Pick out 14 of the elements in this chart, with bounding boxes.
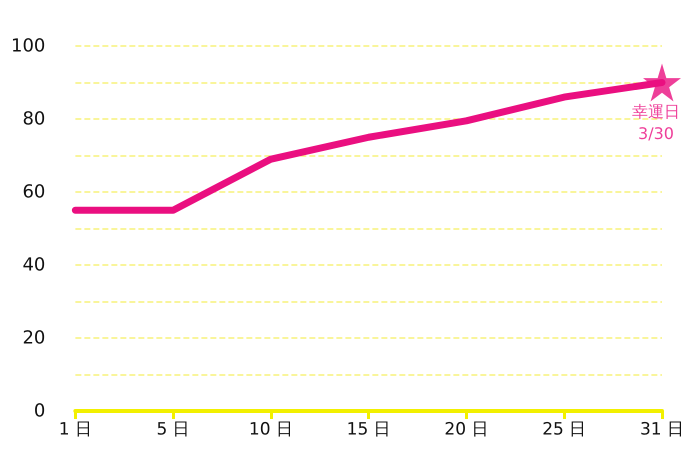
x-tick-label: 31 日: [640, 420, 684, 440]
y-tick-label: 20: [22, 328, 46, 348]
y-tick-label: 80: [22, 108, 46, 130]
x-tick-label: 10 日: [248, 420, 293, 440]
x-tick-label: 20 日: [444, 420, 488, 440]
x-tick-label: 15 日: [346, 420, 391, 440]
x-tick-label: 1 日: [58, 420, 92, 440]
x-tick-label: 25 日: [542, 420, 586, 440]
y-tick-label: 0: [34, 400, 46, 422]
y-tick-label: 40: [22, 254, 46, 276]
y-tick-label: 100: [10, 36, 46, 56]
x-tick-label: 5 日: [156, 420, 190, 440]
y-tick-label: 60: [22, 182, 46, 202]
annotation: 幸運日 3/30: [632, 102, 680, 143]
